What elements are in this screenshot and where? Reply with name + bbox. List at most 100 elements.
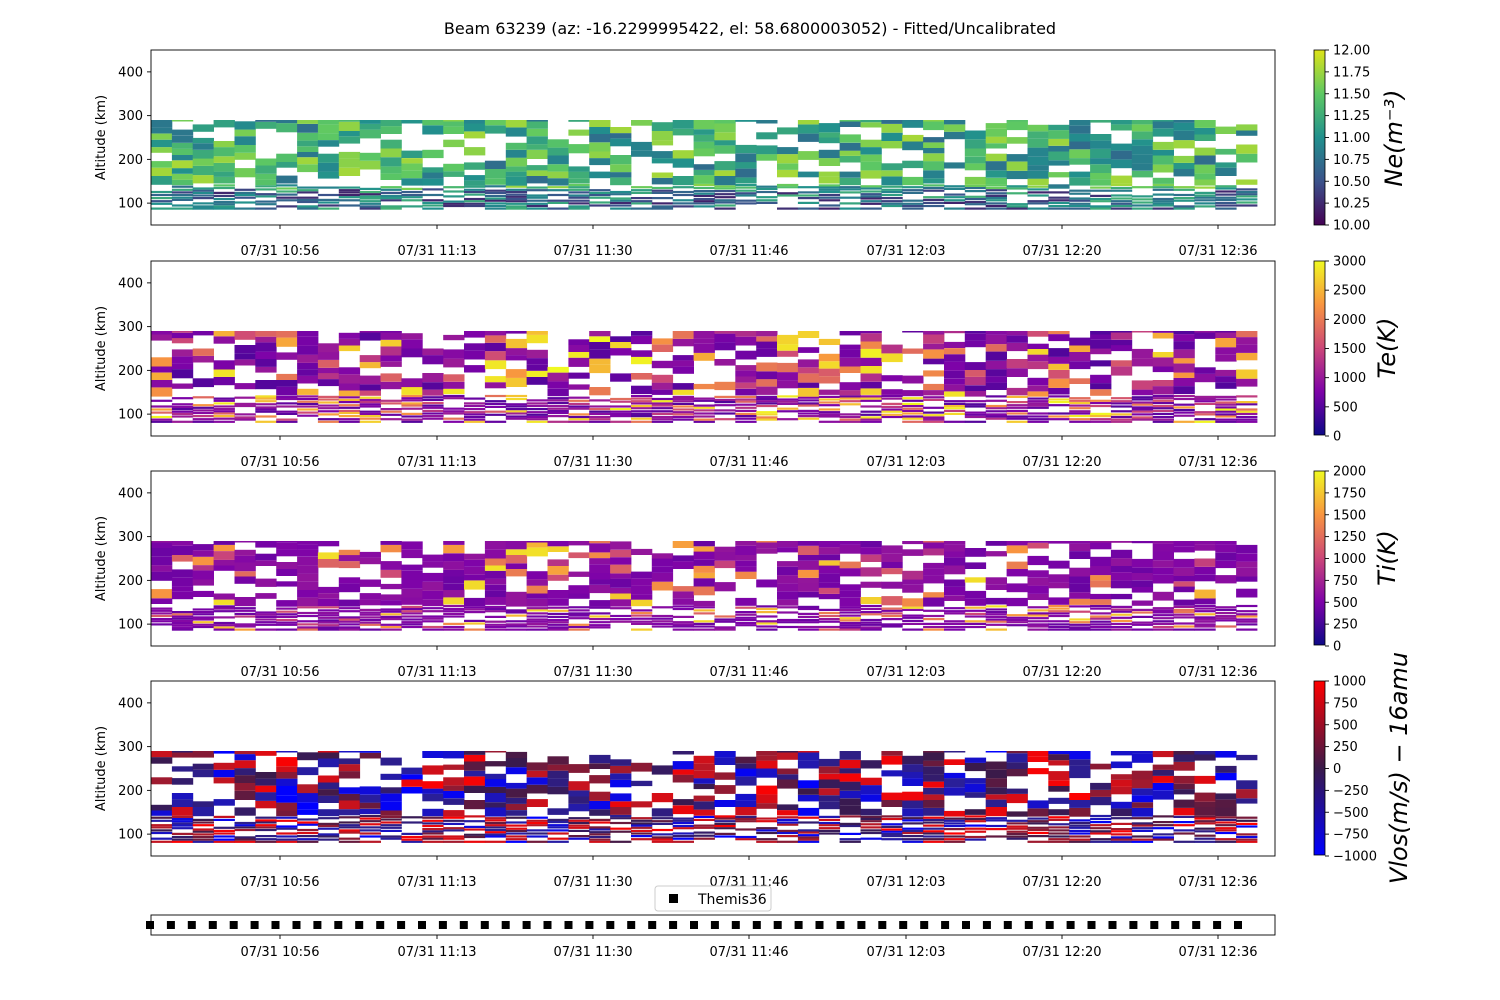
heatmap-cell (484, 615, 507, 618)
heatmap-cell (547, 598, 569, 606)
heatmap-cell (1131, 770, 1154, 780)
heatmap-cell (568, 617, 590, 620)
heatmap-cell (985, 577, 1007, 585)
heatmap-cell (839, 628, 861, 631)
heatmap-cell (1131, 131, 1154, 140)
heatmap-cell (464, 413, 486, 416)
heatmap-cell (944, 625, 966, 629)
heatmap-cell (964, 835, 987, 839)
heatmap-cell (484, 207, 507, 210)
heatmap-cell (651, 793, 674, 803)
heatmap-cell (944, 404, 966, 408)
heatmap-cell (443, 561, 465, 570)
heatmap-cell (547, 407, 569, 410)
heatmap-cell (860, 621, 882, 624)
heatmap-cell (234, 201, 256, 204)
heatmap-cell (464, 131, 486, 139)
heatmap-cell (255, 593, 277, 599)
themis36-marker (1150, 921, 1159, 929)
heatmap-cell (672, 397, 694, 401)
heatmap-cell (1027, 194, 1049, 197)
heatmap-cell (505, 758, 528, 768)
heatmap-cell (818, 611, 841, 615)
heatmap-cell (547, 565, 569, 575)
heatmap-cell (380, 194, 402, 197)
heatmap-cell (443, 576, 465, 584)
heatmap-cell (610, 549, 632, 558)
heatmap-cell (1215, 772, 1237, 781)
heatmap-cell (317, 609, 340, 612)
heatmap-cell (234, 168, 256, 178)
heatmap-cell (923, 838, 945, 841)
ne-colorbar: 10.0010.2510.5010.7511.0011.2511.5011.75… (1313, 44, 1408, 234)
heatmap-cell (526, 408, 548, 411)
heatmap-cell (547, 770, 569, 779)
heatmap-cell (881, 607, 903, 610)
themis36-marker (146, 921, 154, 929)
heatmap-cell (255, 408, 277, 411)
heatmap-cell (1215, 382, 1237, 389)
heatmap-cell (338, 787, 361, 794)
heatmap-cell (985, 360, 1007, 370)
heatmap-cell (944, 822, 966, 825)
heatmap-cell (484, 610, 507, 613)
heatmap-cell (151, 120, 173, 128)
heatmap-cell (610, 618, 632, 621)
y-tick-label: 300 (118, 320, 143, 335)
heatmap-cell (631, 622, 653, 625)
heatmap-cell (213, 336, 235, 344)
heatmap-cell (401, 193, 423, 197)
x-tick-label: 07/31 11:13 (397, 665, 476, 680)
heatmap-cell (860, 613, 882, 616)
heatmap-cell (860, 618, 882, 622)
heatmap-cell (1236, 623, 1258, 626)
heatmap-cell (192, 348, 214, 356)
heatmap-cell (568, 819, 590, 822)
heatmap-cell (651, 817, 674, 820)
heatmap-cell (192, 202, 214, 205)
heatmap-cell (1215, 410, 1237, 413)
heatmap-cell (631, 420, 653, 423)
heatmap-cell (651, 360, 674, 369)
heatmap-cell (1173, 372, 1195, 378)
heatmap-cell (317, 616, 340, 619)
heatmap-cell (380, 402, 402, 405)
heatmap-cell (1069, 772, 1091, 779)
heatmap-cell (297, 369, 319, 376)
heatmap-cell (1194, 147, 1216, 156)
heatmap-cell (839, 331, 861, 336)
heatmap-cell (171, 173, 194, 180)
heatmap-cell (985, 331, 1007, 335)
heatmap-cell (589, 818, 611, 821)
heatmap-cell (359, 551, 381, 558)
heatmap-cell (338, 840, 361, 843)
heatmap-cell (881, 568, 903, 575)
heatmap-cell (192, 149, 214, 159)
heatmap-cell (923, 592, 945, 598)
heatmap-cell (881, 596, 903, 606)
heatmap-cell (526, 541, 548, 543)
heatmap-cell (964, 186, 987, 190)
heatmap-cell (631, 817, 653, 820)
heatmap-cell (1006, 624, 1028, 627)
heatmap-cell (756, 579, 778, 588)
heatmap-cell (693, 770, 715, 779)
heatmap-cell (1027, 614, 1049, 617)
heatmap-cell (547, 541, 569, 547)
heatmap-cell (276, 205, 298, 208)
heatmap-cell (839, 142, 861, 151)
heatmap-cell (672, 586, 694, 592)
heatmap-cell (484, 840, 507, 843)
heatmap-cell (192, 415, 214, 418)
heatmap-cell (902, 549, 924, 556)
heatmap-cell (944, 409, 966, 412)
heatmap-cell (1173, 358, 1195, 364)
heatmap-cell (631, 594, 653, 600)
heatmap-cell (944, 817, 966, 820)
heatmap-cell (338, 121, 361, 131)
heatmap-cell (923, 807, 945, 816)
heatmap-cell (380, 381, 402, 390)
heatmap-cell (1215, 611, 1237, 615)
heatmap-cell (1173, 775, 1195, 784)
heatmap-cell (317, 586, 340, 593)
